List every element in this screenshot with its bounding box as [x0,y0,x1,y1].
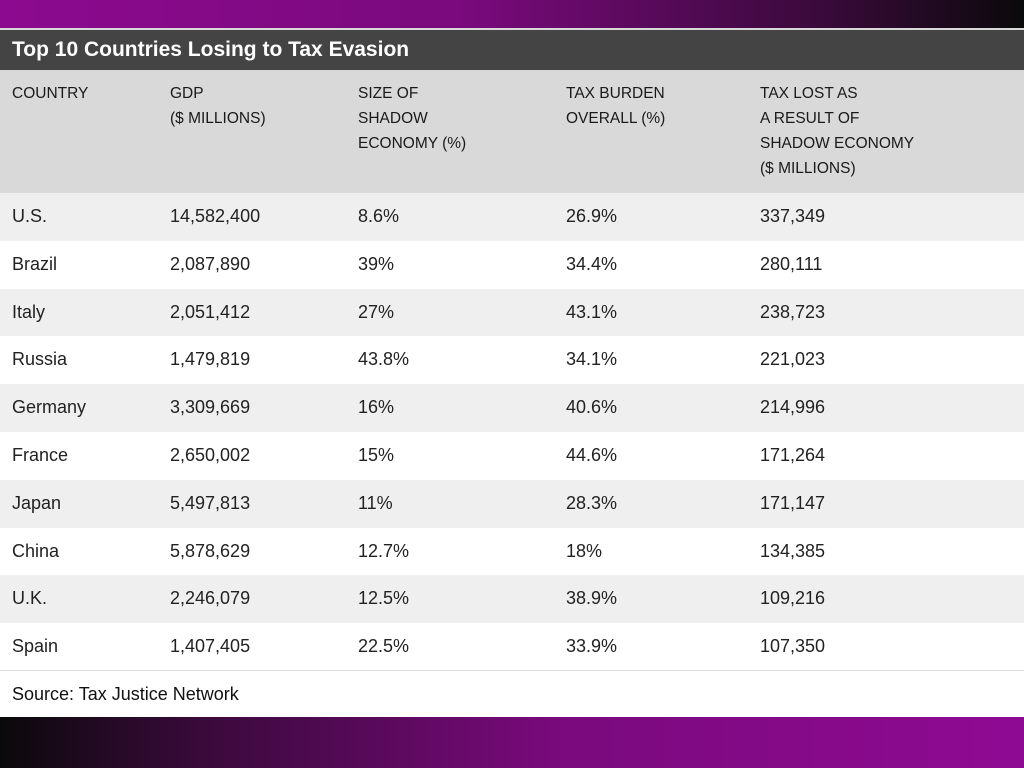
header-line: GDP [170,85,204,102]
table-row: France 2,650,002 15% 44.6% 171,264 [0,431,1024,480]
cell-gdp: 2,087,890 [170,253,251,274]
cell-gdp: 2,051,412 [170,301,251,322]
cell-country: Italy [12,301,46,322]
cell-gdp: 1,479,819 [170,349,251,370]
header-line: TAX BURDEN [566,85,665,102]
cell-shadow-economy: 12.5% [358,588,410,609]
header-line: ($ MILLIONS) [170,110,266,127]
cell-tax-lost: 238,723 [760,301,826,322]
cell-shadow-economy: 43.8% [358,349,410,370]
cell-tax-lost: 337,349 [760,206,826,226]
header-line: TAX LOST AS [760,85,858,102]
header-line: OVERALL (%) [566,110,666,127]
cell-gdp: 2,246,079 [170,588,251,609]
cell-gdp: 1,407,405 [170,636,251,657]
header-line: SHADOW ECONOMY [760,135,915,152]
cell-shadow-economy: 8.6% [358,206,400,226]
cell-shadow-economy: 16% [358,397,395,418]
header-line: ECONOMY (%) [358,135,467,152]
top-decorative-band [0,0,1024,30]
cell-tax-burden: 28.3% [566,492,618,513]
cell-gdp: 14,582,400 [170,206,261,226]
cell-tax-lost: 280,111 [760,253,823,274]
cell-country: Brazil [12,253,58,274]
table-row: Russia 1,479,819 43.8% 34.1% 221,023 [0,336,1024,385]
cell-tax-burden: 38.9% [566,588,618,609]
cell-tax-lost: 171,264 [760,444,826,465]
header-line: SHADOW [358,110,428,127]
cell-country: Russia [12,349,68,370]
cell-tax-lost: 214,996 [760,397,826,418]
cell-tax-lost: 221,023 [760,349,826,370]
cell-shadow-economy: 27% [358,301,395,322]
table-header: COUNTRY GDP ($ MILLIONS) SIZE OF SHADOW … [0,70,1024,193]
cell-gdp: 3,309,669 [170,397,251,418]
table-row: U.K. 2,246,079 12.5% 38.9% 109,216 [0,575,1024,624]
table-row: Spain 1,407,405 22.5% 33.9% 107,350 [0,623,1024,671]
header-line: COUNTRY [12,85,89,102]
cell-tax-burden: 18% [566,540,603,561]
cell-gdp: 2,650,002 [170,444,251,465]
cell-shadow-economy: 12.7% [358,540,410,561]
table-row: Italy 2,051,412 27% 43.1% 238,723 [0,288,1024,337]
table-row: Germany 3,309,669 16% 40.6% 214,996 [0,384,1024,432]
cell-tax-lost: 134,385 [760,540,826,561]
cell-tax-burden: 33.9% [566,636,618,657]
header-line: A RESULT OF [760,110,860,127]
cell-tax-lost: 107,350 [760,636,826,657]
cell-country: Japan [12,492,62,513]
table-row: Japan 5,497,813 11% 28.3% 171,147 [0,479,1024,528]
cell-tax-lost: 109,216 [760,588,826,609]
tax-evasion-table: COUNTRY GDP ($ MILLIONS) SIZE OF SHADOW … [0,70,1024,671]
cell-country: Spain [12,636,59,657]
header-shadow-economy: SIZE OF SHADOW ECONOMY (%) [358,81,466,156]
header-line: ($ MILLIONS) [760,160,856,177]
table-title: Top 10 Countries Losing to Tax Evasion [0,30,1024,70]
source-note: Source: Tax Justice Network [0,670,1024,717]
table-row: Brazil 2,087,890 39% 34.4% 280,111 [0,240,1024,289]
cell-country: China [12,540,60,561]
header-tax-burden: TAX BURDEN OVERALL (%) [566,81,665,131]
cell-tax-burden: 34.1% [566,349,618,370]
table-row: China 5,878,629 12.7% 18% 134,385 [0,527,1024,576]
cell-shadow-economy: 39% [358,253,395,274]
bottom-decorative-band [0,717,1024,768]
table-row: U.S. 14,582,400 8.6% 26.9% 337,349 [0,193,1024,241]
cell-shadow-economy: 11% [358,492,393,513]
cell-country: France [12,444,69,465]
header-gdp: GDP ($ MILLIONS) [170,81,266,131]
header-line: SIZE OF [358,85,419,102]
cell-shadow-economy: 22.5% [358,636,410,657]
cell-tax-lost: 171,147 [760,492,826,513]
cell-shadow-economy: 15% [358,444,395,465]
header-country: COUNTRY [12,81,88,106]
cell-country: Germany [12,397,87,418]
header-tax-lost: TAX LOST AS A RESULT OF SHADOW ECONOMY (… [760,81,914,181]
cell-gdp: 5,497,813 [170,492,251,513]
cell-country: U.S. [12,206,48,226]
cell-tax-burden: 43.1% [566,301,618,322]
cell-tax-burden: 40.6% [566,397,618,418]
cell-tax-burden: 44.6% [566,444,618,465]
cell-tax-burden: 34.4% [566,253,618,274]
cell-country: U.K. [12,588,48,609]
cell-gdp: 5,878,629 [170,540,251,561]
cell-tax-burden: 26.9% [566,206,618,226]
